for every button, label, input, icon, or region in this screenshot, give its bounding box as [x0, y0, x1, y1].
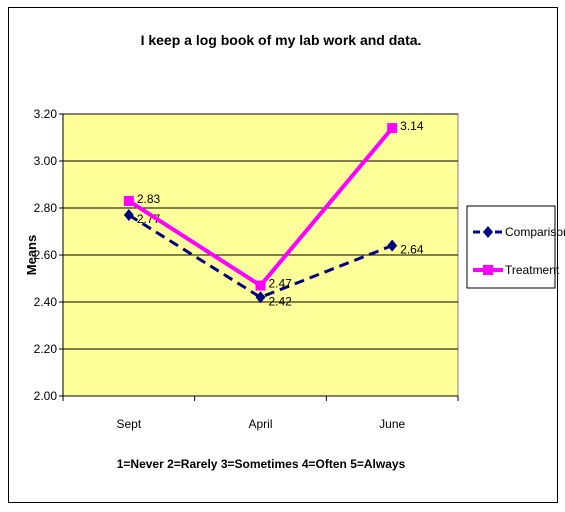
legend-label-treatment: Treatment: [505, 263, 560, 277]
y-tick-label: 2.00: [34, 389, 58, 403]
chart-title: I keep a log book of my lab work and dat…: [141, 32, 422, 48]
data-label: 2.83: [137, 192, 161, 206]
y-axis-label: Means: [24, 235, 39, 275]
y-tick-label: 2.40: [34, 295, 58, 309]
x-tick-label: April: [248, 417, 272, 431]
data-point-comparison: [255, 291, 266, 304]
data-label: 2.42: [269, 294, 293, 308]
x-axis-label: 1=Never 2=Rarely 3=Sometimes 4=Often 5=A…: [117, 457, 406, 471]
axes: [59, 113, 459, 401]
data-point-comparison: [387, 239, 398, 252]
data-point-comparison: [123, 209, 134, 222]
data-point-treatment: [123, 195, 134, 206]
y-tick-label: 2.20: [34, 342, 58, 356]
y-tick-labels: 2.00 2.20 2.40 2.60 2.80 3.00 3.20: [34, 107, 58, 403]
legend-box: [466, 205, 556, 289]
x-tick-label: Sept: [116, 417, 141, 431]
x-tick-labels: Sept April June: [116, 417, 405, 431]
legend-marker-treatment: [483, 265, 493, 275]
y-tick-label: 3.00: [34, 154, 58, 168]
series-line-comparison: [128, 213, 393, 299]
data-label: 2.64: [400, 243, 424, 257]
data-label: 2.47: [269, 277, 293, 291]
y-tick-label: 3.20: [34, 107, 58, 121]
y-tick-label: 2.60: [34, 248, 58, 262]
legend-marker-comparison: [483, 226, 493, 238]
legend-label-comparison: Comparison: [505, 225, 565, 239]
y-tick-label: 2.80: [34, 201, 58, 215]
series-group: 2.772.422.642.832.473.14: [123, 119, 424, 308]
legend: Comparison Treatment: [466, 205, 565, 289]
x-tick-label: June: [379, 417, 405, 431]
data-point-treatment: [387, 123, 398, 134]
data-point-treatment: [255, 280, 266, 291]
data-label: 3.14: [400, 119, 424, 133]
